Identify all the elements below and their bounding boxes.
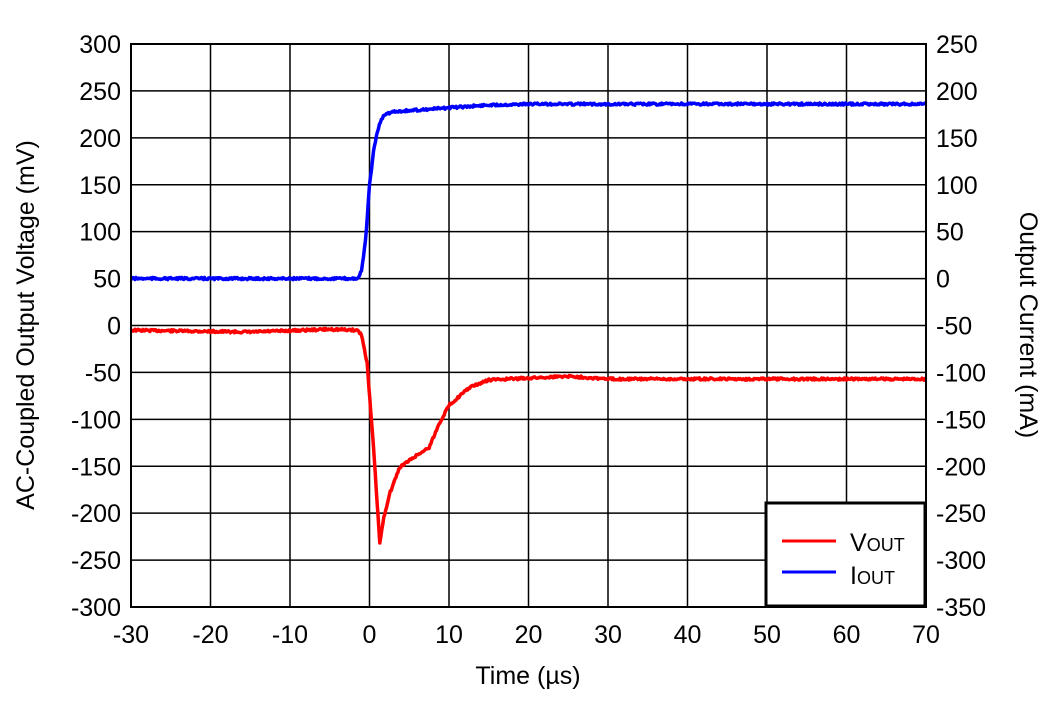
x-tick-label: 0 <box>363 621 377 649</box>
y-axis-label: AC-Coupled Output Voltage (mV) <box>12 140 40 510</box>
x-tick-label: 70 <box>912 621 940 649</box>
series-line-iout <box>130 101 928 282</box>
y-tick-label: -150 <box>71 453 121 481</box>
x-tick-label: 50 <box>753 621 781 649</box>
y2-tick-label: -150 <box>936 406 986 434</box>
y2-tick-label: -300 <box>936 547 986 575</box>
y-tick-label: -250 <box>71 547 121 575</box>
y2-tick-label: 50 <box>936 219 964 247</box>
legend-label-vout: VOUT <box>850 529 905 557</box>
y-tick-label: -300 <box>71 594 121 622</box>
x-tick-label: 10 <box>435 621 463 649</box>
y-tick-label: 100 <box>79 219 121 247</box>
y-tick-label: 200 <box>79 125 121 153</box>
x-tick-label: 60 <box>833 621 861 649</box>
legend: VOUT IOUT <box>764 501 927 608</box>
y2-tick-label: 150 <box>936 125 978 153</box>
legend-label-iout: IOUT <box>850 562 895 590</box>
y-tick-label: 0 <box>107 313 121 341</box>
y2-tick-label: 0 <box>936 266 950 294</box>
y2-tick-label: -200 <box>936 453 986 481</box>
x-tick-label: 20 <box>515 621 543 649</box>
y-tick-label: -50 <box>85 359 121 387</box>
y-tick-label: 300 <box>79 31 121 59</box>
x-tick-label: -20 <box>192 621 228 649</box>
y-tick-label: -200 <box>71 500 121 528</box>
series-line-vout <box>130 326 927 545</box>
plot-frame <box>130 43 927 608</box>
y2-axis-label: Output Current (mA) <box>1014 212 1042 438</box>
x-tick-label: 30 <box>594 621 622 649</box>
x-tick-label: 40 <box>674 621 702 649</box>
y2-tick-label: -50 <box>936 313 972 341</box>
x-tick-label: -30 <box>113 621 149 649</box>
x-axis-label: Time (µs) <box>475 662 580 690</box>
y2-tick-label: -100 <box>936 359 986 387</box>
y2-tick-label: 200 <box>936 78 978 106</box>
y-tick-label: 250 <box>79 78 121 106</box>
y2-tick-label: -350 <box>936 594 986 622</box>
y-tick-label: 50 <box>93 266 121 294</box>
x-tick-label: -10 <box>272 621 308 649</box>
y-tick-label: -100 <box>71 406 121 434</box>
tick-labels: -30 -20 -10 0 10 20 30 40 50 60 70-300-250-200-150… <box>71 31 986 649</box>
y2-tick-label: -250 <box>936 500 986 528</box>
series-lines <box>130 101 928 545</box>
y2-tick-label: 250 <box>936 31 978 59</box>
y-tick-label: 150 <box>79 172 121 200</box>
y2-tick-label: 100 <box>936 172 978 200</box>
